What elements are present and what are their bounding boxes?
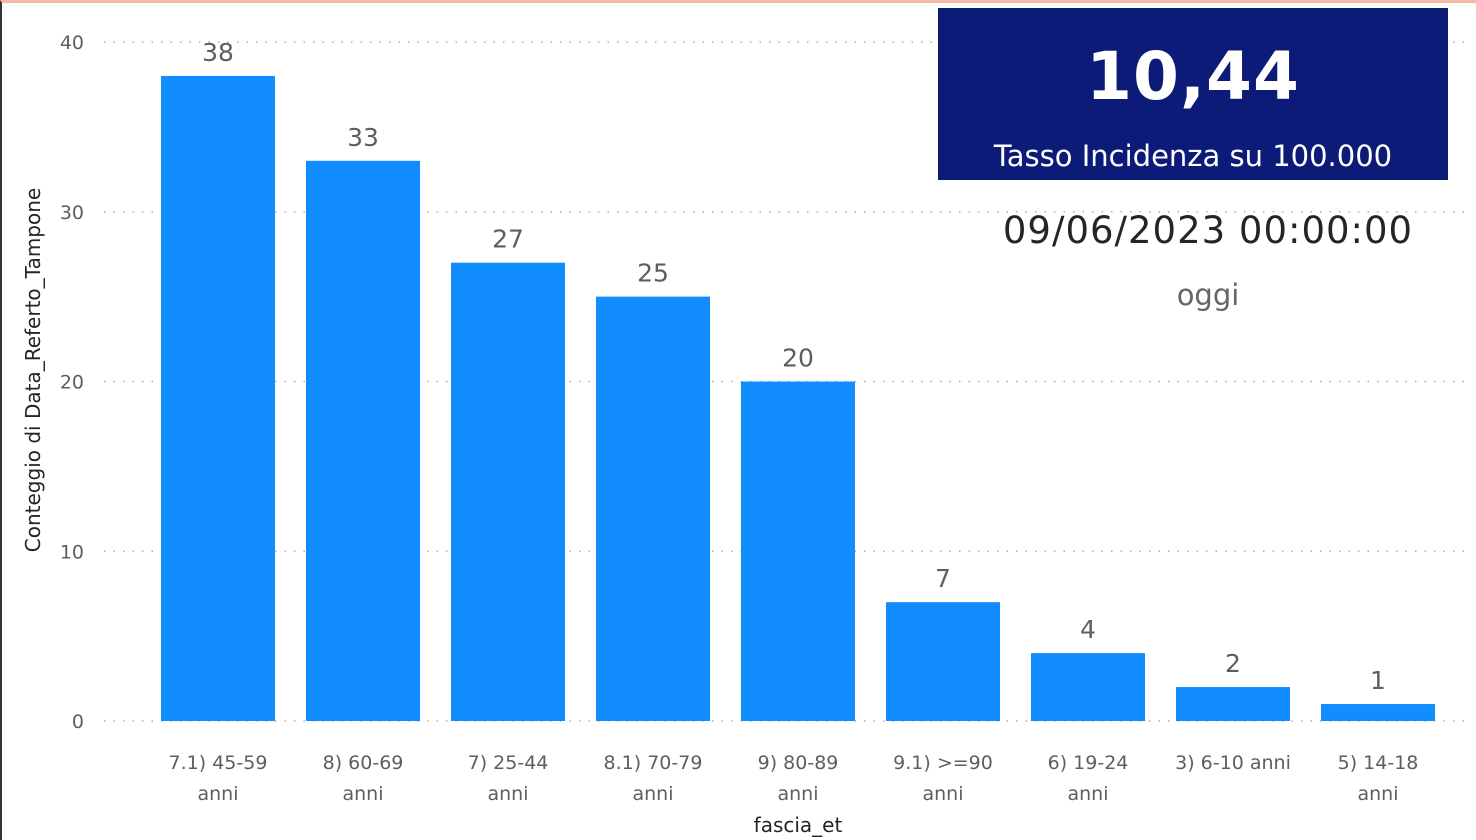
x-tick-label: 7) 25-44 bbox=[468, 752, 549, 774]
x-tick-label: anni bbox=[197, 783, 238, 805]
x-tick-label: 8) 60-69 bbox=[323, 752, 404, 774]
x-tick-label: 6) 19-24 bbox=[1048, 752, 1129, 774]
bar[interactable] bbox=[741, 381, 855, 722]
bar[interactable] bbox=[161, 75, 275, 721]
x-tick-label: anni bbox=[1357, 783, 1398, 805]
bar[interactable] bbox=[1321, 704, 1435, 721]
y-tick-label: 20 bbox=[60, 372, 84, 394]
x-tick-label: anni bbox=[632, 783, 673, 805]
x-tick-label: anni bbox=[487, 783, 528, 805]
date-card[interactable]: 09/06/2023 00:00:00 oggi bbox=[938, 212, 1476, 310]
data-label: 20 bbox=[782, 344, 814, 373]
data-label: 38 bbox=[202, 38, 234, 67]
bar[interactable] bbox=[596, 296, 710, 721]
data-label: 1 bbox=[1370, 666, 1386, 695]
x-axis-title: fascia_et bbox=[754, 813, 843, 837]
bar[interactable] bbox=[1176, 687, 1290, 721]
data-label: 7 bbox=[935, 564, 951, 593]
bar[interactable] bbox=[886, 602, 1000, 721]
data-label: 27 bbox=[492, 225, 524, 254]
y-tick-label: 40 bbox=[60, 32, 84, 54]
incidence-rate-card[interactable]: 10,44 Tasso Incidenza su 100.000 bbox=[938, 8, 1448, 180]
x-tick-label: 5) 14-18 bbox=[1338, 752, 1419, 774]
x-axis-ticks: 7.1) 45-59 anni 8) 60-69 anni 7) 25-44 anni 8.… bbox=[169, 752, 1419, 805]
x-tick-label: 9) 80-89 bbox=[758, 752, 839, 774]
x-tick-label: 7.1) 45-59 bbox=[169, 752, 268, 774]
data-label: 2 bbox=[1225, 649, 1241, 678]
data-label: 33 bbox=[347, 123, 379, 152]
data-label: 4 bbox=[1080, 615, 1096, 644]
x-tick-label: anni bbox=[922, 783, 963, 805]
x-tick-label: anni bbox=[1067, 783, 1108, 805]
incidence-rate-value: 10,44 bbox=[1086, 38, 1300, 115]
x-tick-label: 3) 6-10 anni bbox=[1175, 752, 1291, 774]
data-label: 25 bbox=[637, 259, 669, 288]
date-value: 09/06/2023 00:00:00 bbox=[1002, 209, 1414, 252]
y-tick-label: 10 bbox=[60, 541, 84, 563]
date-label: oggi bbox=[1176, 278, 1240, 312]
bar[interactable] bbox=[451, 262, 565, 721]
y-axis-title: Conteggio di Data_Referto_Tampone bbox=[21, 188, 45, 552]
bars[interactable] bbox=[161, 75, 1435, 722]
bar[interactable] bbox=[1031, 653, 1145, 721]
y-tick-label: 30 bbox=[60, 202, 84, 224]
x-tick-label: anni bbox=[777, 783, 818, 805]
x-tick-label: anni bbox=[342, 783, 383, 805]
incidence-rate-label: Tasso Incidenza su 100.000 bbox=[993, 139, 1393, 173]
y-tick-label: 0 bbox=[72, 711, 84, 733]
data-labels: 38 33 27 25 20 7 4 2 1 bbox=[202, 38, 1386, 695]
x-tick-label: 8.1) 70-79 bbox=[604, 752, 703, 774]
x-tick-label: 9.1) >=90 bbox=[893, 752, 993, 774]
bar[interactable] bbox=[306, 160, 420, 721]
y-axis-ticks: 0 10 20 30 40 bbox=[60, 32, 84, 733]
